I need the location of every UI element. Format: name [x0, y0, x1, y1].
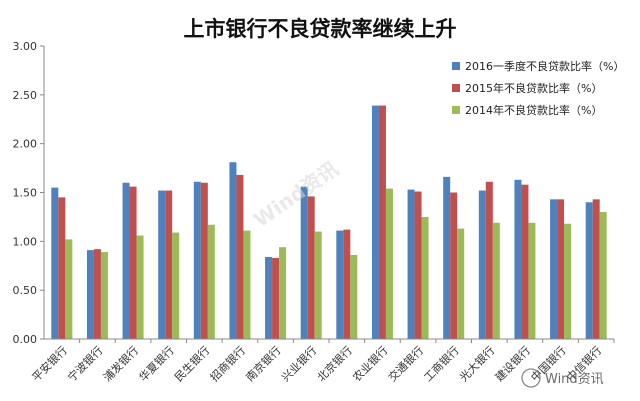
bar [165, 190, 173, 339]
y-tick-label: 1.00 [13, 235, 38, 248]
x-tick-label: 兴业银行 [278, 343, 319, 384]
bar [300, 186, 308, 339]
bar [371, 105, 379, 340]
bar [414, 191, 422, 339]
y-tick-label: 2.50 [13, 89, 38, 102]
legend-label: 2014年不良贷款比率（%） [465, 103, 602, 117]
bar [279, 247, 287, 339]
x-tick-label: 农业银行 [350, 343, 391, 384]
x-tick-label: 平安银行 [29, 343, 70, 384]
bar [457, 228, 465, 339]
bar [336, 230, 344, 339]
y-tick-label: 0.00 [13, 333, 38, 346]
bar [265, 256, 273, 339]
bar [58, 197, 66, 339]
y-tick-label: 0.50 [13, 284, 38, 297]
x-tick-label: 建设银行 [492, 343, 533, 384]
legend-label: 2016一季度不良贷款比率（%） [465, 59, 624, 73]
y-tick-label: 1.50 [13, 187, 38, 200]
bar [243, 230, 251, 339]
bar [93, 249, 101, 339]
bar [450, 192, 458, 339]
bar [592, 199, 600, 339]
x-tick-label: 宁波银行 [65, 343, 106, 384]
bar [407, 189, 415, 339]
bar [564, 223, 572, 339]
bar [385, 188, 393, 339]
bar [492, 222, 500, 339]
bar [193, 181, 201, 339]
x-tick-label: 招商银行 [207, 343, 248, 384]
bar [443, 176, 451, 339]
x-tick-label: 光大银行 [456, 343, 497, 384]
legend: 2016一季度不良贷款比率（%） 2015年不良贷款比率（%） 2014年不良贷款比… [452, 59, 624, 117]
bar [158, 190, 166, 339]
bar [272, 257, 280, 339]
y-tick-label: 2.00 [13, 138, 38, 151]
bar [478, 190, 486, 339]
legend-label: 2015年不良贷款比率（%） [465, 81, 602, 95]
bar [122, 182, 130, 339]
bar [350, 255, 358, 339]
bar [129, 186, 137, 339]
x-tick-label: 北京银行 [314, 343, 355, 384]
wechat-icon [521, 368, 541, 388]
y-tick-label: 3.00 [13, 40, 38, 53]
corner-mark: Wind资讯 [521, 368, 604, 388]
bar [236, 174, 244, 339]
chart-title: 上市银行不良贷款率继续上升 [184, 17, 457, 41]
bar [378, 105, 386, 340]
bar [557, 199, 565, 339]
legend-swatch [452, 62, 460, 70]
x-tick-label: 浦发银行 [100, 343, 141, 384]
bar [514, 179, 522, 339]
bar [599, 212, 607, 339]
bar [136, 235, 144, 339]
x-tick-label: 民生银行 [171, 343, 212, 384]
x-tick-label: 南京银行 [243, 343, 284, 384]
corner-mark-text: Wind资讯 [545, 372, 604, 387]
bar [100, 252, 108, 339]
watermark: Wind资讯 [249, 156, 343, 232]
bar [207, 224, 215, 339]
x-tick-label: 工商银行 [421, 343, 462, 384]
bar [343, 229, 351, 339]
x-tick-label: 华夏银行 [136, 343, 177, 384]
legend-swatch [452, 106, 460, 114]
bar [528, 222, 536, 339]
bar [314, 231, 322, 339]
bar [200, 182, 208, 339]
bar [421, 216, 429, 339]
bar [307, 196, 315, 339]
bar [485, 181, 493, 339]
bar [585, 202, 593, 339]
bar [86, 250, 94, 339]
legend-swatch [452, 84, 460, 92]
bars-group [51, 105, 607, 340]
bar [51, 187, 59, 339]
bar [172, 232, 180, 339]
bar [521, 184, 529, 339]
bar [65, 239, 73, 339]
bar [550, 199, 558, 339]
bar [229, 162, 237, 339]
x-tick-label: 交通银行 [385, 343, 426, 384]
